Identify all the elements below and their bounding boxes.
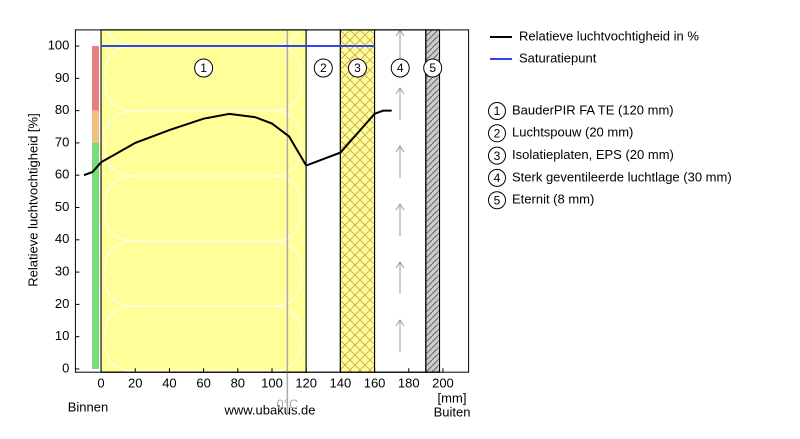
- legend-label: Relatieve luchtvochtigheid in %: [519, 28, 699, 43]
- outside-label: Buiten: [434, 404, 471, 419]
- y-axis-label: Relatieve luchtvochtigheid [%]: [25, 113, 40, 286]
- legend-label: Saturatiepunt: [519, 50, 597, 65]
- legend-layer-name: Eternit (8 mm): [512, 192, 594, 207]
- layer: [305, 29, 341, 373]
- x-tick-label: 100: [261, 376, 283, 391]
- layer-pattern: [100, 29, 307, 373]
- layer-number: 2: [320, 61, 327, 75]
- series-line: [83, 109, 392, 177]
- inside-label: Binnen: [68, 399, 108, 414]
- layer-number: 5: [429, 61, 436, 75]
- y-tick-label: 10: [55, 328, 69, 343]
- layer-number: 1: [200, 61, 207, 75]
- legend-layer-number: 1: [494, 104, 501, 118]
- comfort-zone: [92, 46, 99, 111]
- y-tick-label: 40: [55, 231, 69, 246]
- layer-number-circle: [347, 58, 367, 78]
- layer-pattern: [374, 29, 427, 373]
- x-tick-label: 40: [162, 376, 176, 391]
- layer-number-circle: [313, 58, 333, 78]
- x-tick-label: 180: [398, 376, 420, 391]
- layer-number: 3: [354, 61, 361, 75]
- legend-layer-name: Luchtspouw (20 mm): [512, 125, 633, 140]
- y-tick-label: 20: [55, 296, 69, 311]
- legend-layer-name: Sterk geventileerde luchtlage (30 mm): [512, 169, 732, 184]
- legend-layer-circle: [488, 191, 506, 210]
- legend-layer-number: 2: [494, 126, 501, 140]
- layer-number-circle: [194, 58, 214, 78]
- watermark: www.ubakus.de: [223, 402, 315, 417]
- x-tick-label: 200: [432, 376, 454, 391]
- y-tick-label: 100: [48, 37, 70, 52]
- x-tick-label: 20: [128, 376, 142, 391]
- y-tick-label: 70: [55, 134, 69, 149]
- layer-pattern: [339, 29, 376, 373]
- x-tick-label: 80: [231, 376, 245, 391]
- legend-layer-number: 3: [494, 149, 501, 163]
- legend-layer-number: 4: [494, 171, 501, 185]
- legend-layer-number: 5: [494, 193, 501, 207]
- x-unit: [mm]: [438, 390, 467, 405]
- legend-layer-circle: [488, 146, 506, 165]
- y-tick-label: 90: [55, 70, 69, 85]
- legend-layer-circle: [488, 168, 506, 187]
- layer-number-circle: [423, 58, 443, 78]
- comfort-zone: [92, 142, 99, 369]
- comfort-zone: [92, 110, 99, 143]
- x-tick-label: 160: [364, 376, 386, 391]
- legend-layer-name: BauderPIR FA TE (120 mm): [512, 102, 674, 117]
- x-tick-label: 0: [97, 376, 104, 391]
- frost-label: 0°C: [276, 396, 298, 411]
- layer-number-circle: [390, 58, 410, 78]
- y-tick-label: 80: [55, 102, 69, 117]
- y-tick-label: 60: [55, 167, 69, 182]
- legend-layer-name: Isolatieplaten, EPS (20 mm): [512, 147, 674, 162]
- legend-layer-circle: [488, 102, 506, 120]
- layer-number: 4: [397, 61, 404, 75]
- y-tick-label: 30: [55, 264, 69, 279]
- x-tick-label: 60: [196, 376, 210, 391]
- y-tick-label: 0: [62, 360, 69, 375]
- y-tick-label: 50: [55, 199, 69, 214]
- x-tick-label: 120: [295, 376, 317, 391]
- legend-layer-circle: [488, 124, 506, 143]
- layer-pattern: [425, 29, 441, 373]
- x-tick-label: 140: [330, 376, 352, 391]
